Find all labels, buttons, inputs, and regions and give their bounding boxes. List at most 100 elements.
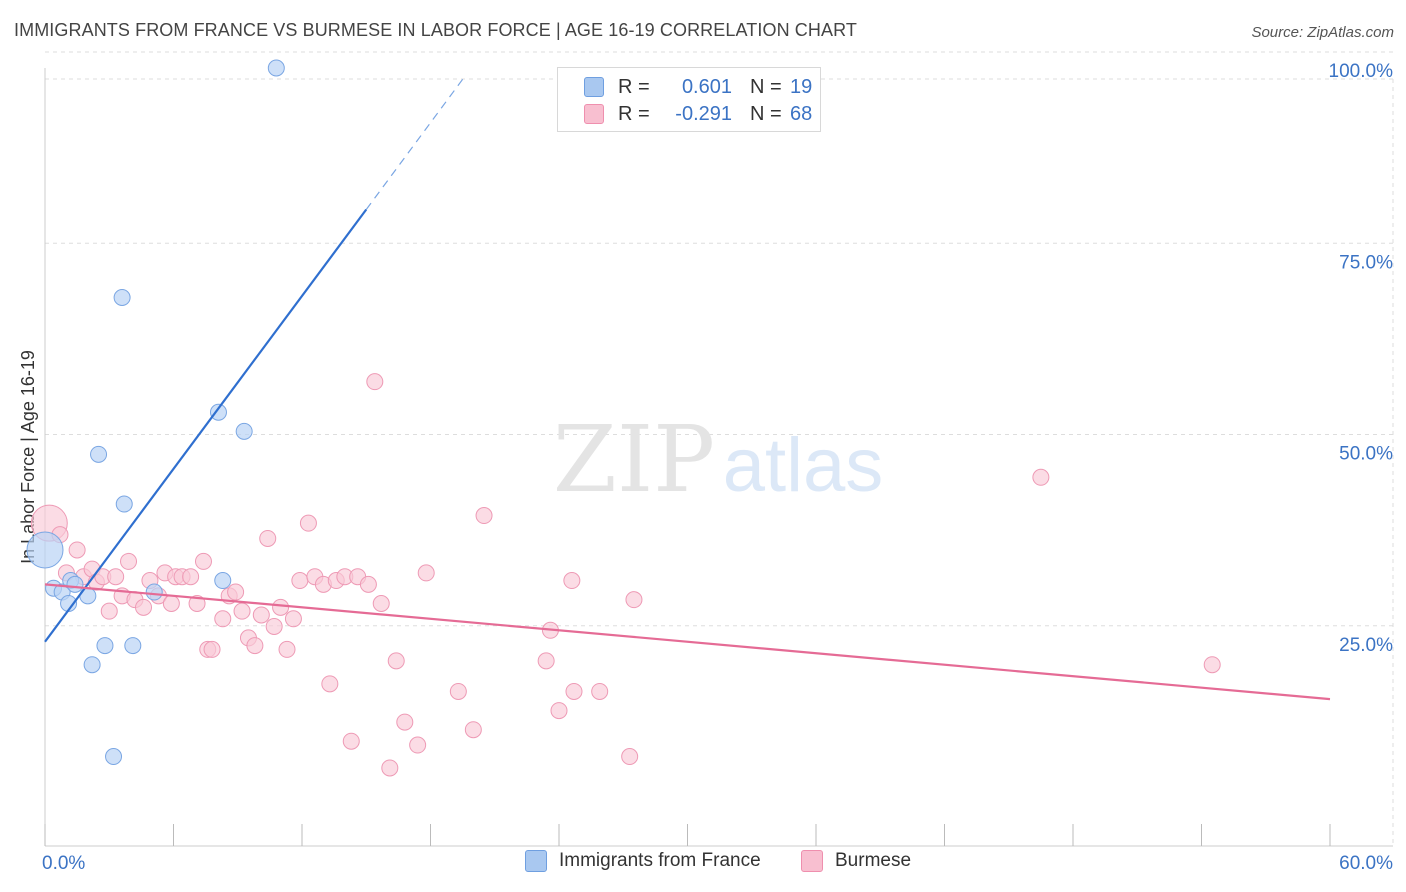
burmese-point [381,759,399,777]
burmese-point [366,373,384,391]
burmese-point [214,610,232,628]
burmese-point [291,572,309,590]
burmese-point [107,568,125,586]
burmese-point [278,640,296,658]
source-credit: Source: ZipAtlas.com [1251,24,1394,41]
france-point [26,531,64,569]
axes [44,68,1393,847]
burmese-point [162,595,180,612]
trend-lines [44,76,1331,701]
burmese-point [188,595,206,612]
legend-swatch-burmese [801,850,823,872]
france-point [214,572,232,590]
watermark: ZIP atlas [553,406,883,513]
burmese-point [265,617,283,635]
burmese-point [321,675,339,693]
burmese-point [565,682,583,700]
y-tick-label: 25.0% [1339,635,1393,656]
burmese-point [182,568,200,586]
burmese-point [135,598,153,616]
stats-legend: R = 0.601 N = 19 R = -0.291 N = 68 [557,67,821,132]
legend-item-france[interactable]: Immigrants from France [525,850,761,872]
legend-r-value: 0.601 [681,75,732,98]
y-axis-label: In Labor Force | Age 16-19 [18,350,38,564]
burmese-point [537,652,555,670]
burmese-point [120,552,138,570]
france-point [209,403,227,421]
burmese-point [342,732,360,750]
france-point [90,445,108,463]
france-trend-line [44,208,368,643]
france-point [235,422,253,440]
burmese-point [417,564,435,582]
burmese-point [1032,468,1050,486]
burmese-point [194,552,212,570]
x-tick-label: 0.0% [42,853,85,874]
burmese-point [464,721,482,739]
legend-item-burmese[interactable]: Burmese [801,850,911,872]
burmese-point [227,583,245,601]
france-point [124,637,142,655]
legend-row-burmese: R = -0.291 N = 68 [584,101,812,127]
legend-swatch-france [584,77,604,97]
x-tick-label: 60.0% [1339,853,1393,874]
burmese-point [625,591,643,609]
chart-title: IMMIGRANTS FROM FRANCE VS BURMESE IN LAB… [14,20,857,40]
legend-swatch-france [525,850,547,872]
legend-n-value: 68 [790,102,813,125]
legend-n-value: 19 [790,75,813,98]
france-point [83,656,101,674]
watermark-zip: ZIP [553,406,715,513]
series-legend: Immigrants from France Burmese [0,850,1406,878]
burmese-point [372,595,390,612]
y-tick-label: 75.0% [1339,252,1393,273]
legend-row-france: R = 0.601 N = 19 [584,74,812,100]
legend-r-value: -0.291 [675,102,732,125]
france-point [115,495,133,513]
france-points [26,59,285,765]
burmese-point [299,514,317,532]
y-tick-label: 100.0% [1329,61,1394,82]
burmese-point [359,575,377,593]
burmese-point [591,682,609,700]
burmese-point [252,606,270,624]
watermark-atlas: atlas [723,423,884,508]
burmese-point [449,682,467,700]
burmese-point [621,748,639,765]
burmese-point [1203,656,1221,674]
legend-n-label: N = [750,102,782,125]
burmese-point [475,507,493,525]
burmese-point [68,541,86,559]
y-tick-labels: 25.0% 50.0% 75.0% 100.0% [1329,61,1394,656]
legend-r-label: R = [618,75,650,98]
france-point [113,289,131,306]
legend-r-label: R = [618,102,650,125]
legend-label-france: Immigrants from France [559,850,761,871]
france-point [105,748,123,765]
burmese-point [550,702,568,720]
burmese-point [259,529,277,547]
burmese-point [396,713,414,731]
burmese-point [563,572,581,590]
burmese-point [100,602,118,620]
y-tick-label: 50.0% [1339,444,1393,465]
burmese-point [233,602,251,620]
burmese-point [246,637,264,655]
burmese-points [30,373,1221,777]
legend-label-burmese: Burmese [835,850,912,871]
france-point [267,59,285,77]
grid [45,51,1394,846]
legend-n-label: N = [750,75,782,98]
burmese-trend-line [44,583,1331,701]
france-point [66,575,84,593]
burmese-point [284,610,302,628]
france-point [145,583,163,601]
burmese-point [203,640,221,658]
france-point [96,637,114,655]
burmese-point [409,736,427,754]
legend-swatch-burmese [584,104,604,124]
burmese-point [272,598,290,616]
burmese-point [387,652,405,670]
france-trend-extension [365,76,466,210]
